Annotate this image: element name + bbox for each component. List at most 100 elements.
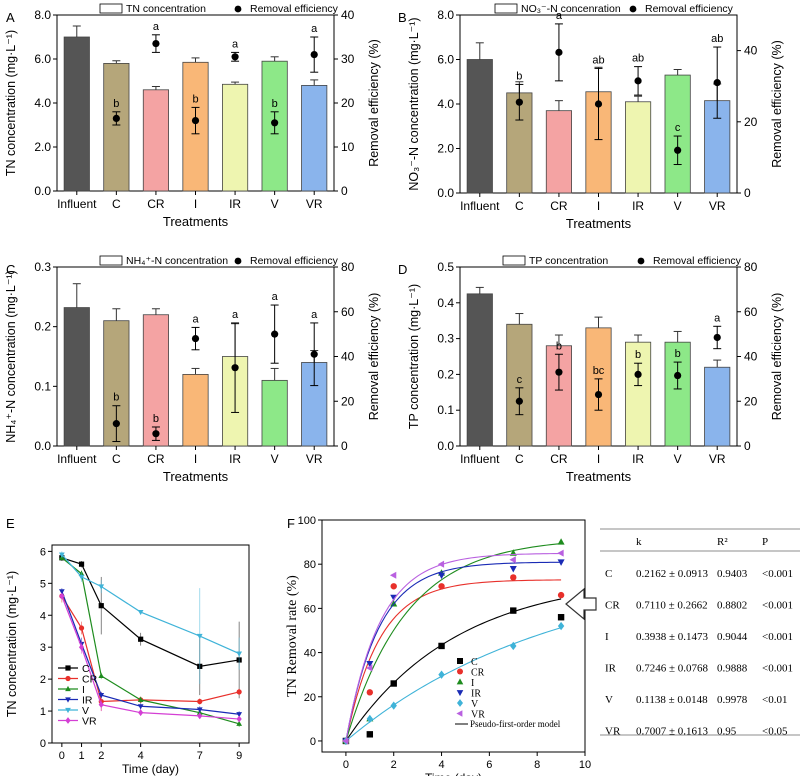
panel-letter: C: [6, 262, 15, 277]
panel-letter: F: [287, 516, 295, 531]
removal-dot: [634, 77, 642, 85]
data-point: [366, 731, 374, 738]
data-point: [366, 661, 374, 668]
series-line: [61, 554, 240, 655]
y-tick-label: 0.4: [437, 296, 454, 310]
table-header-k: k: [636, 536, 642, 548]
table-cell-p: <0.001: [762, 631, 793, 643]
x-tick-label: V: [271, 452, 279, 466]
data-point: [236, 651, 243, 657]
data-point: [197, 698, 203, 705]
removal-dot: [231, 53, 239, 61]
data-point: [438, 572, 446, 580]
y-tick-label: 6: [40, 546, 46, 558]
significance-letter: b: [113, 98, 119, 110]
plot-frame: [51, 544, 250, 744]
legend-bar-swatch: [99, 255, 123, 266]
significance-letter: b: [635, 349, 641, 361]
data-point: [197, 712, 203, 720]
legend-label: CR: [471, 668, 485, 679]
removal-dot: [713, 79, 721, 87]
y2-tick-label: 20: [341, 96, 355, 110]
data-point: [557, 549, 564, 557]
data-point: [389, 571, 397, 579]
table-cell-k: 0.3938 ± 0.1473: [636, 631, 709, 643]
data-point: [138, 709, 144, 717]
y2-axis-title: Removal efficiency (%): [367, 293, 381, 421]
legend-label: C: [82, 663, 90, 675]
bar: [63, 36, 90, 192]
data-point: [366, 714, 374, 724]
y2-tick-label: 40: [341, 350, 355, 364]
data-point: [437, 560, 445, 568]
legend-bar-label: TN concentration: [126, 3, 206, 15]
bar: [466, 59, 493, 194]
legend-dot-label: Removal efficiency: [250, 3, 339, 15]
legend-bar-swatch: [494, 3, 518, 14]
y2-tick-label: 20: [744, 394, 758, 408]
legend-marker: [456, 690, 464, 697]
y-tick-label: 0.2: [437, 367, 454, 381]
data-point: [365, 664, 373, 672]
table-cell-p: <0.001: [762, 663, 793, 675]
data-point: [236, 712, 243, 718]
legend-label: IR: [82, 695, 93, 707]
y-tick-label: 0.3: [437, 332, 454, 346]
x-tick-label: 7: [197, 750, 203, 762]
legend-marker: [65, 685, 71, 692]
legend-label: I: [471, 678, 474, 689]
x-tick-label: CR: [550, 199, 568, 213]
table-cell-treatment: IR: [605, 663, 617, 675]
data-point: [509, 556, 516, 564]
panel-letter: A: [6, 10, 15, 25]
y2-tick-label: 20: [744, 115, 758, 129]
y-axis-title: TP concentration (mg·L⁻¹): [407, 284, 421, 429]
x-tick-label: 9: [236, 750, 242, 762]
removal-dot: [594, 100, 603, 108]
table-cell-treatment: VR: [605, 726, 621, 738]
y2-tick-label: 40: [341, 8, 355, 22]
y-tick-label: 2.0: [437, 142, 454, 156]
removal-dot: [713, 333, 721, 342]
y2-tick-label: 0: [744, 439, 751, 453]
panel-letter: B: [398, 10, 407, 25]
bar: [182, 373, 209, 447]
x-tick-label: Influent: [460, 199, 500, 213]
legend-bar-label: TP concentration: [529, 255, 608, 267]
significance-letter: a: [311, 309, 318, 321]
bar: [545, 110, 572, 194]
data-point: [342, 737, 349, 745]
x-axis-title: Treatments: [566, 469, 632, 484]
fit-curve: [345, 543, 562, 742]
panel-letter: E: [6, 516, 15, 531]
removal-dot: [310, 350, 318, 358]
x-tick-label: I: [597, 199, 600, 213]
x-axis-title: Treatments: [566, 216, 632, 231]
data-point: [438, 642, 445, 650]
significance-letter: b: [192, 93, 198, 105]
table-cell-r2: 0.9403: [717, 568, 748, 580]
bar: [63, 307, 90, 447]
legend-dot-label: Removal efficiency: [250, 255, 339, 267]
x-tick-label: Influent: [57, 452, 97, 466]
x-tick-label: VR: [306, 452, 323, 466]
y2-tick-label: 80: [341, 260, 355, 274]
legend-marker: [65, 697, 71, 703]
x-tick-label: I: [194, 452, 197, 466]
data-point: [98, 603, 104, 609]
legend-marker: [456, 678, 464, 685]
x-tick-label: 8: [534, 759, 540, 771]
significance-letter: b: [113, 392, 119, 404]
bar: [222, 83, 249, 192]
y-tick-label: 0.0: [34, 439, 51, 453]
data-point: [366, 689, 374, 696]
legend-bar-swatch: [99, 3, 123, 14]
removal-dot: [112, 420, 120, 428]
legend-label: I: [82, 684, 85, 696]
fit-curve: [345, 561, 562, 742]
removal-dot: [191, 335, 200, 343]
data-point: [59, 592, 65, 600]
x-tick-label: C: [515, 199, 524, 213]
legend-label: VR: [82, 716, 97, 728]
x-tick-label: Influent: [460, 452, 500, 466]
